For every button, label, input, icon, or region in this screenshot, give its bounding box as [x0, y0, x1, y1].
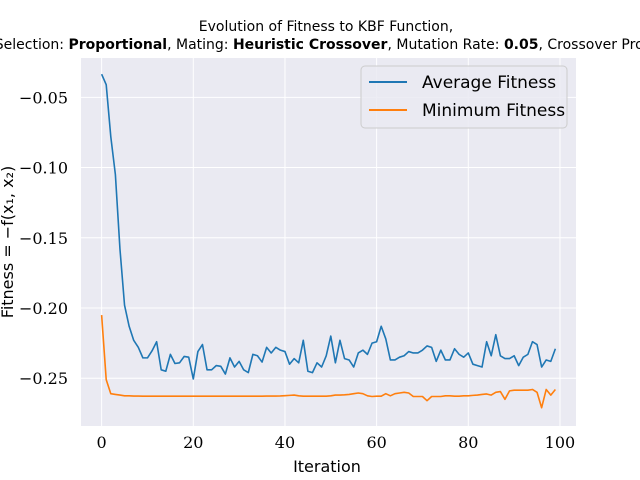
- x-tick-label-5: 100: [545, 433, 576, 452]
- subtitle-part-2: , Mating:: [167, 37, 233, 53]
- x-tick-label-4: 80: [458, 433, 478, 452]
- y-tick-label-0: −0.05: [19, 88, 68, 107]
- series-line-1: [100, 314, 556, 409]
- x-tick-label-1: 20: [183, 433, 203, 452]
- series-lines: [100, 73, 557, 409]
- x-tick-label-3: 60: [366, 433, 386, 452]
- y-tick-labels: −0.05 −0.10 −0.15 −0.20 −0.25: [19, 88, 68, 388]
- subtitle-part-6: , Crossover Prob:: [538, 37, 640, 53]
- subtitle-part-5: 0.05: [504, 37, 539, 53]
- subtitle-part-3: Heuristic Crossover: [233, 37, 388, 53]
- chart-title: Evolution of Fitness to KBF Function,: [199, 19, 453, 35]
- subtitle-part-1: Proportional: [68, 37, 167, 53]
- legend: Average Fitness Minimum Fitness: [360, 65, 568, 129]
- y-tick-label-3: −0.20: [19, 299, 68, 318]
- subtitle-part-0: Selection:: [0, 37, 68, 53]
- y-axis-label: Fitness = −f(x₁, x₂): [0, 166, 17, 318]
- y-tick-label-1: −0.10: [19, 159, 68, 178]
- series-line-0: [100, 73, 557, 380]
- legend-label-average: Average Fitness: [422, 73, 556, 93]
- x-axis-label: Iteration: [293, 457, 361, 476]
- y-tick-label-4: −0.25: [19, 369, 68, 388]
- x-tick-label-0: 0: [97, 433, 107, 452]
- y-tick-label-2: −0.15: [19, 229, 68, 248]
- x-tick-labels: 0 20 40 60 80 100: [97, 433, 576, 452]
- grid: [81, 58, 576, 426]
- subtitle-part-4: , Mutation Rate:: [387, 37, 503, 53]
- legend-box: [360, 65, 568, 129]
- legend-label-minimum: Minimum Fitness: [422, 101, 565, 121]
- x-tick-label-2: 40: [275, 433, 295, 452]
- chart-subtitle: Selection: Proportional, Mating: Heurist…: [0, 37, 640, 53]
